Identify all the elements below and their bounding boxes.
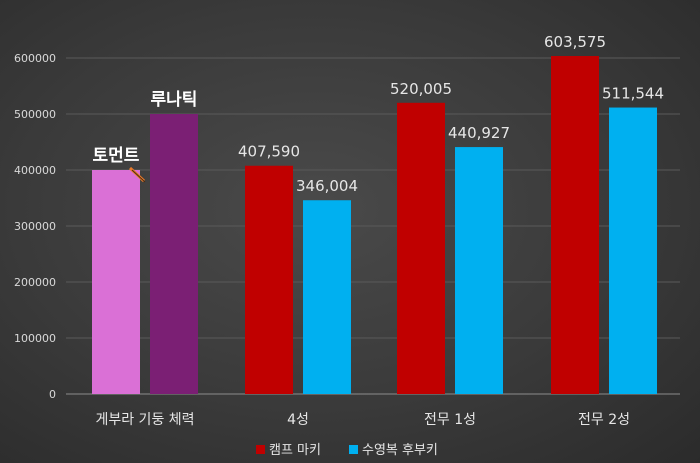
bar — [245, 165, 293, 394]
y-tick-label: 100000 — [14, 332, 56, 345]
data-label: 603,575 — [544, 33, 606, 51]
difficulty-annotation: 토먼트 — [93, 146, 140, 166]
data-label: 511,544 — [602, 85, 664, 103]
bar — [397, 102, 445, 394]
y-tick-label: 400000 — [14, 164, 56, 177]
legend-swatch — [256, 445, 265, 454]
data-label: 346,004 — [296, 177, 358, 195]
bars — [92, 55, 657, 395]
x-category-label: 4성 — [287, 412, 309, 428]
bar — [551, 55, 599, 395]
y-tick-label: 600000 — [14, 52, 56, 65]
y-tick-label: 500000 — [14, 108, 56, 121]
data-labels: 토먼트 루나틱 407,590 346,004 520,005 440,927 603,57… — [93, 33, 664, 195]
y-tick-label: 0 — [49, 388, 56, 401]
x-category-label: 게부라 기둥 체력 — [95, 412, 194, 428]
data-label: 520,005 — [390, 80, 452, 98]
bar — [455, 147, 503, 394]
difficulty-annotation: 루나틱 — [151, 90, 198, 110]
y-tick-label: 300000 — [14, 220, 56, 233]
bar — [303, 200, 351, 394]
legend-label: 수영복 후부키 — [362, 443, 438, 458]
bar — [150, 114, 198, 394]
bar — [609, 107, 657, 394]
data-label: 407,590 — [238, 143, 300, 161]
pencil-mark-shadow — [131, 169, 146, 183]
x-category-label: 전무 1성 — [424, 412, 476, 428]
legend: 캠프 마키 수영복 후부키 — [256, 443, 438, 458]
y-axis-ticks: 0 100000 200000 300000 400000 500000 600000 — [14, 52, 56, 401]
legend-label: 캠프 마키 — [269, 443, 321, 458]
x-axis-categories: 게부라 기둥 체력 4성 전무 1성 전무 2성 — [95, 412, 630, 428]
bar — [92, 170, 140, 394]
legend-swatch — [349, 445, 358, 454]
x-category-label: 전무 2성 — [578, 412, 630, 428]
data-label: 440,927 — [448, 124, 510, 142]
y-tick-label: 200000 — [14, 276, 56, 289]
